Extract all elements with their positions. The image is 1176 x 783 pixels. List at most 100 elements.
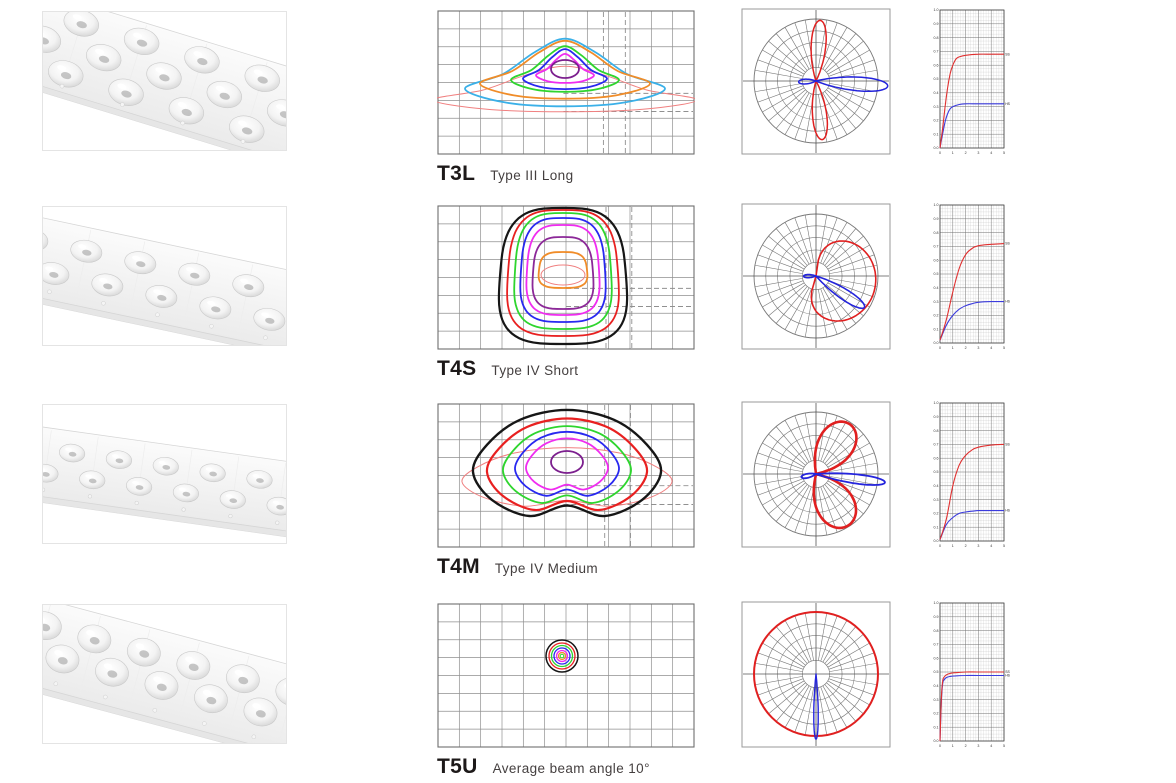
axis-tick-labels: 1.0 0.9 0.8 0.7 0.6 0.5 0.4 0.3 0.2 0.1 0.00 1 2 3 4 5 [934,601,1006,748]
polar-border [741,601,891,748]
svg-text:4: 4 [990,544,992,548]
lens [219,490,246,509]
svg-text:0.6: 0.6 [934,656,939,660]
isolux-block: T4S Type IV Short [437,205,695,381]
axis-tick-labels: 1.0 0.9 0.8 0.7 0.6 0.5 0.4 0.3 0.2 0.1 0.00 1 2 3 4 5 [934,8,1006,155]
svg-text:1.0: 1.0 [934,601,939,605]
svg-text:3: 3 [977,544,979,548]
hs-curve [939,509,1004,540]
polar-border [741,8,891,155]
lens [266,496,286,516]
svg-text:0.5: 0.5 [934,272,939,276]
lens [77,624,112,654]
polar-curve [812,420,858,530]
distribution-label: T5U Average beam angle 10° [437,755,695,779]
distribution-description: Average beam angle 10° [492,761,650,776]
product-photo-frame [42,604,287,744]
distribution-description: Type IV Medium [494,561,599,576]
isolux-block: T3L Type III Long [437,10,695,186]
grid-border [437,205,695,350]
svg-text:1: 1 [952,744,954,748]
svg-text:1: 1 [952,151,954,155]
polar-chart [741,601,891,748]
svg-text:0.0: 0.0 [934,739,939,743]
lens [243,697,278,727]
ss-curve-label: SS [1005,443,1010,447]
svg-text:0.1: 0.1 [934,725,939,729]
svg-text:2: 2 [965,744,967,748]
grid [437,603,695,748]
svg-text:0.6: 0.6 [934,63,939,67]
svg-text:0.3: 0.3 [934,105,939,109]
distribution-label: T4S Type IV Short [437,357,695,381]
lens-strip [43,207,286,345]
polar-chart [741,401,891,548]
distribution-description: Type III Long [490,168,574,183]
hs-curve [939,674,1004,742]
lens-strip [43,12,286,150]
polar-chart [741,203,891,350]
isolux-block: T4M Type IV Medium [437,403,695,579]
contour-lines [461,408,673,518]
svg-text:5: 5 [1003,744,1005,748]
svg-text:0.5: 0.5 [934,670,939,674]
hs-curve-label: HS [1005,102,1010,106]
lens-strip [43,605,286,743]
lens [95,657,129,687]
lens [146,62,182,90]
polar-curve [802,273,866,310]
distribution-description: Type IV Short [491,363,579,378]
svg-text:0.4: 0.4 [934,91,939,95]
svg-text:5: 5 [1003,544,1005,548]
svg-text:0.0: 0.0 [934,146,939,150]
lens [244,64,280,92]
svg-text:2: 2 [965,346,967,350]
svg-text:1.0: 1.0 [934,8,939,12]
lens [232,274,265,298]
svg-text:0.6: 0.6 [934,258,939,262]
product-photo-frame [42,404,287,544]
lens [105,450,132,469]
lens [70,239,103,263]
ss-curve [939,53,1004,149]
lens [126,637,161,667]
lens [199,463,226,483]
lens [275,677,286,707]
lens [246,470,273,489]
svg-text:1.0: 1.0 [934,401,939,405]
polar-curve [753,611,879,737]
svg-text:0.7: 0.7 [934,443,939,447]
hs-curve-label: HS [1005,674,1010,678]
lens [108,78,144,106]
product-photo [43,207,286,345]
distribution-label: T4M Type IV Medium [437,555,695,579]
svg-text:0.9: 0.9 [934,615,939,619]
ss-curve-label: SS [1005,52,1010,56]
svg-text:1: 1 [952,346,954,350]
product-row-t4m: T4M Type IV Medium 1.0 0.9 0.8 0.7 0.6 0.5 0.4… [0,401,1176,583]
svg-text:5: 5 [1003,151,1005,155]
grid-border [437,10,695,155]
lens [63,12,99,37]
polar-curve [797,76,889,93]
lens [178,262,211,286]
svg-text:0.9: 0.9 [934,415,939,419]
svg-text:0.2: 0.2 [934,712,939,716]
plot-border [939,402,1005,542]
distribution-code: T5U [437,755,478,778]
utilization-chart: 1.0 0.9 0.8 0.7 0.6 0.5 0.4 0.3 0.2 0.1 0.00 1 2 3 4 5 H… [934,601,1011,748]
product-photo [43,605,286,743]
svg-text:0.2: 0.2 [934,314,939,318]
lens [43,25,62,53]
lens [79,470,106,490]
svg-text:0.8: 0.8 [934,429,939,433]
lens [206,80,243,109]
distribution-code: T4M [437,555,480,578]
grid [437,205,695,350]
product-photo [43,12,286,150]
svg-text:0.2: 0.2 [934,119,939,123]
svg-text:2: 2 [965,544,967,548]
product-row-t4s: T4S Type IV Short 1.0 0.9 0.8 0.7 0.6 0.5 0.4 0… [0,203,1176,385]
polar-curve [800,472,886,486]
